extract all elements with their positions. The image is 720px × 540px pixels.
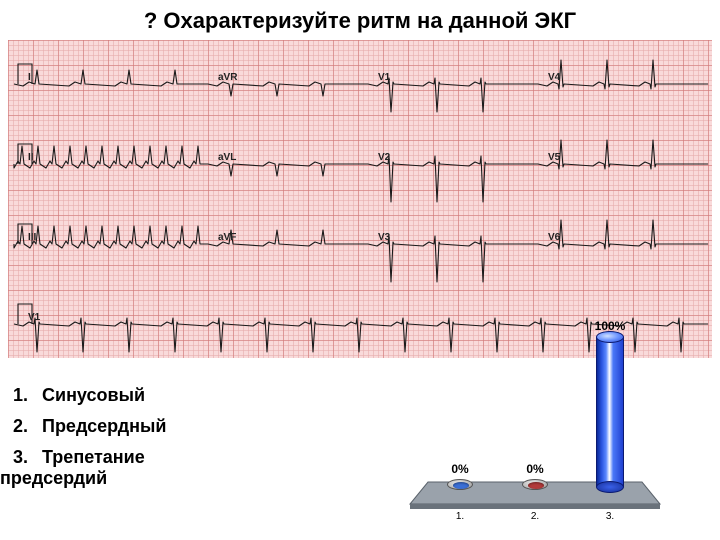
chart-tick-label: 2. xyxy=(520,511,550,522)
ecg-lead-label: aVF xyxy=(218,232,236,243)
ecg-traces xyxy=(8,40,712,358)
answer-num: 3. xyxy=(0,447,28,468)
chart-value-label: 100% xyxy=(590,319,630,333)
answer-num: 1. xyxy=(0,385,28,406)
answer-text: Предсердный xyxy=(42,416,166,436)
chart-tick-label: 3. xyxy=(595,511,625,522)
ecg-lead-label: V5 xyxy=(548,152,560,163)
ecg-lead-label: I xyxy=(28,72,31,83)
chart-zero-marker xyxy=(522,479,548,490)
poll-bar-chart: 1.0%2.0%3.100% xyxy=(410,362,690,532)
ecg-lead-label: V6 xyxy=(548,232,560,243)
answer-num: 2. xyxy=(0,416,28,437)
ecg-lead-label: V3 xyxy=(378,232,390,243)
chart-value-label: 0% xyxy=(515,462,555,476)
ecg-image: IaVR V1 V4 II aVL V2 V5 III aVF V3 V6 V1 xyxy=(8,40,712,358)
answer-list: 1. Синусовый 2. Предсердный 3.Трепетание п… xyxy=(0,380,220,494)
ecg-lead-label: V1 xyxy=(28,312,40,323)
chart-bar xyxy=(596,331,624,493)
chart-zero-marker xyxy=(447,479,473,490)
ecg-lead-label: II xyxy=(28,152,34,163)
chart-tick-label: 1. xyxy=(445,511,475,522)
ecg-lead-label: V2 xyxy=(378,152,390,163)
answer-item: 1. Синусовый xyxy=(0,380,220,411)
chart-value-label: 0% xyxy=(440,462,480,476)
answer-item: 2. Предсердный xyxy=(0,411,220,442)
ecg-lead-label: V1 xyxy=(378,72,390,83)
ecg-lead-label: III xyxy=(28,232,36,243)
ecg-lead-label: aVR xyxy=(218,72,237,83)
ecg-lead-label: V4 xyxy=(548,72,560,83)
page-title: ? Охарактеризуйте ритм на данной ЭКГ xyxy=(0,0,720,40)
ecg-lead-label: aVL xyxy=(218,152,236,163)
answer-text: Синусовый xyxy=(42,385,145,405)
answer-item: 3.Трепетание предсердий xyxy=(0,442,220,494)
